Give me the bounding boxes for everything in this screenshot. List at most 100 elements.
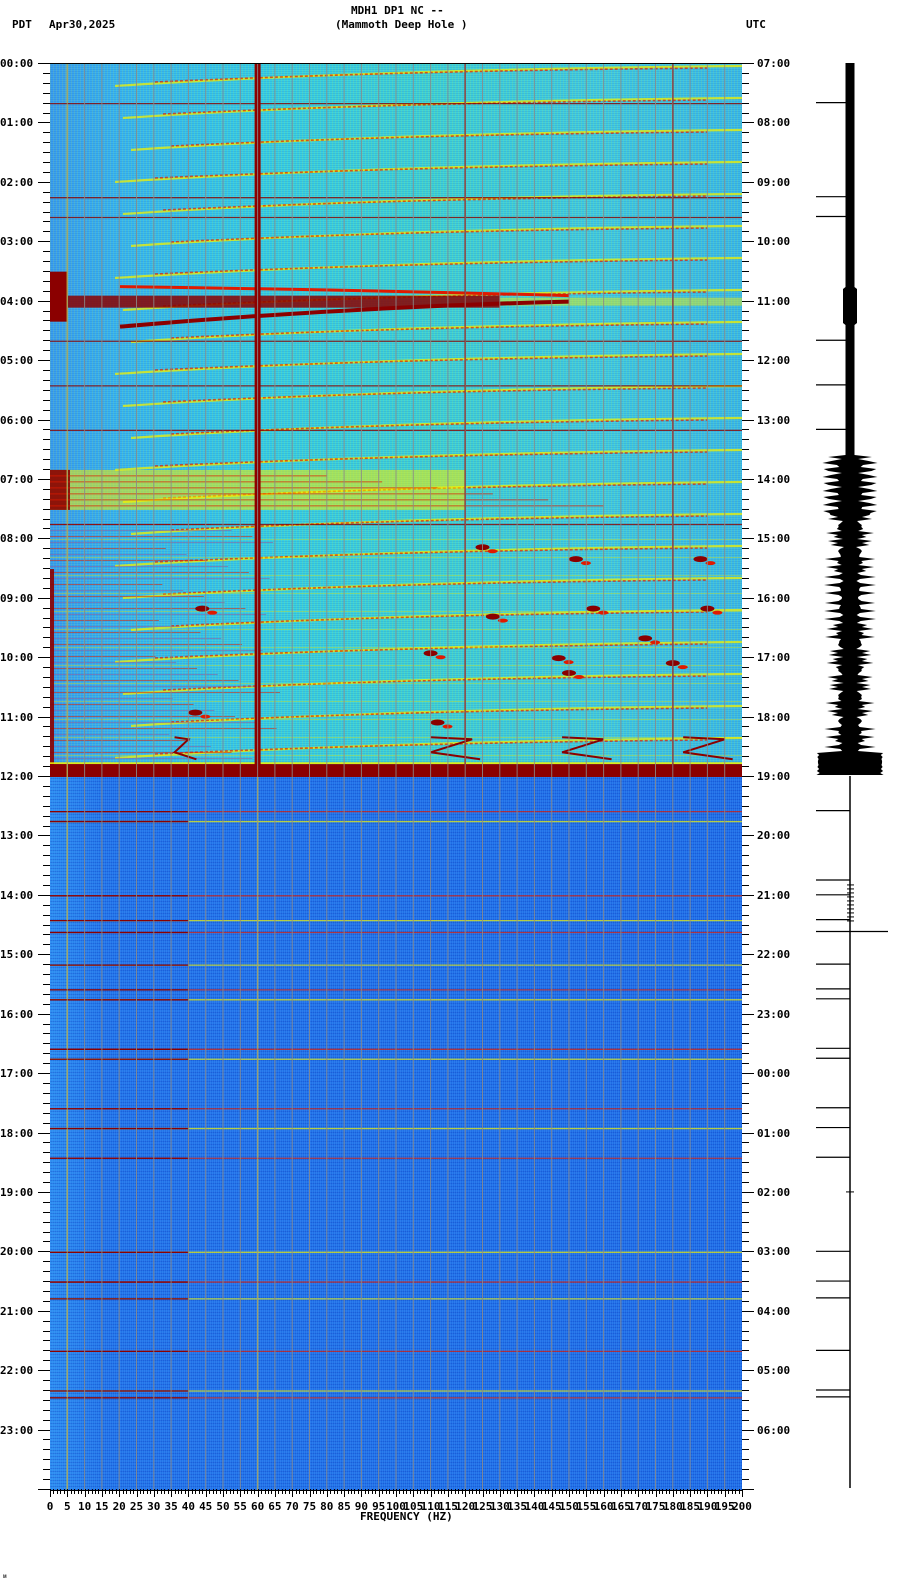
time-tick bbox=[38, 1310, 50, 1312]
time-tick bbox=[742, 82, 749, 84]
time-tick bbox=[43, 865, 50, 867]
freq-label: 185 bbox=[680, 1500, 701, 1513]
time-tick bbox=[43, 1281, 50, 1283]
date-label: Apr30,2025 bbox=[49, 18, 116, 31]
time-tick bbox=[43, 548, 50, 550]
freq-tick bbox=[223, 1489, 224, 1497]
freq-tick bbox=[447, 1489, 449, 1497]
freq-label: 40 bbox=[181, 1500, 196, 1513]
freq-tick bbox=[530, 1489, 532, 1494]
freq-tick bbox=[513, 1489, 515, 1494]
time-tick bbox=[742, 904, 749, 906]
time-tick bbox=[742, 320, 749, 322]
freq-tick bbox=[101, 1489, 103, 1497]
time-tick bbox=[43, 1459, 50, 1461]
time-tick bbox=[742, 270, 749, 272]
time-tick bbox=[43, 1033, 50, 1035]
time-tick bbox=[38, 360, 50, 362]
time-tick bbox=[43, 617, 50, 619]
time-tick bbox=[43, 429, 50, 431]
time-tick bbox=[742, 162, 749, 164]
freq-label: 135 bbox=[507, 1500, 528, 1513]
time-tick bbox=[43, 280, 50, 282]
freq-tick bbox=[562, 1489, 564, 1494]
freq-tick bbox=[454, 1489, 456, 1494]
freq-tick bbox=[700, 1489, 702, 1494]
freq-label: 150 bbox=[559, 1500, 579, 1513]
freq-tick bbox=[717, 1489, 719, 1494]
freq-tick bbox=[178, 1489, 180, 1494]
time-tick bbox=[43, 162, 50, 164]
time-tick bbox=[43, 270, 50, 272]
time-tick bbox=[43, 508, 50, 510]
freq-tick bbox=[638, 1489, 640, 1497]
time-tick bbox=[43, 815, 50, 817]
freq-tick bbox=[613, 1489, 615, 1494]
freq-tick bbox=[295, 1489, 297, 1494]
freq-tick bbox=[399, 1489, 401, 1494]
freq-tick bbox=[589, 1489, 591, 1494]
freq-tick bbox=[316, 1489, 318, 1494]
time-tick bbox=[43, 1112, 50, 1114]
freq-tick bbox=[738, 1489, 740, 1494]
time-label-utc: 23:00 bbox=[757, 1007, 791, 1021]
freq-tick bbox=[423, 1489, 425, 1494]
time-tick bbox=[742, 1102, 749, 1104]
freq-tick bbox=[77, 1489, 79, 1494]
freq-tick bbox=[340, 1489, 342, 1494]
time-tick bbox=[43, 706, 50, 708]
freq-tick bbox=[267, 1489, 269, 1494]
time-label-pdt: 21:00 bbox=[0, 1304, 34, 1318]
time-tick bbox=[38, 716, 50, 718]
freq-tick bbox=[274, 1489, 276, 1497]
freq-tick bbox=[489, 1489, 491, 1494]
time-tick bbox=[43, 1261, 50, 1263]
time-tick bbox=[43, 1419, 50, 1421]
freq-tick bbox=[153, 1489, 155, 1497]
freq-tick bbox=[74, 1489, 76, 1494]
time-tick bbox=[742, 518, 749, 520]
freq-tick bbox=[697, 1489, 699, 1494]
time-tick bbox=[43, 1003, 50, 1005]
time-tick bbox=[43, 1360, 50, 1362]
freq-tick bbox=[122, 1489, 124, 1494]
time-tick bbox=[43, 1320, 50, 1322]
freq-tick bbox=[157, 1489, 159, 1494]
time-tick bbox=[742, 914, 749, 916]
freq-tick bbox=[565, 1489, 567, 1494]
time-tick bbox=[742, 1300, 749, 1302]
time-label-utc: 03:00 bbox=[757, 1245, 791, 1259]
freq-tick bbox=[603, 1489, 605, 1497]
freq-label: 5 bbox=[63, 1500, 71, 1513]
freq-tick bbox=[119, 1489, 121, 1497]
freq-tick bbox=[482, 1489, 484, 1497]
freq-tick bbox=[679, 1489, 681, 1494]
freq-label: 120 bbox=[455, 1500, 476, 1513]
time-tick bbox=[43, 439, 50, 441]
time-tick bbox=[43, 1063, 50, 1065]
freq-tick bbox=[506, 1489, 508, 1494]
time-tick bbox=[43, 330, 50, 332]
freq-tick bbox=[596, 1489, 598, 1494]
time-tick bbox=[38, 63, 50, 64]
time-tick bbox=[43, 1231, 50, 1233]
time-tick bbox=[742, 360, 754, 362]
freq-tick bbox=[240, 1489, 242, 1497]
freq-tick bbox=[198, 1489, 200, 1494]
time-label-utc: 20:00 bbox=[757, 829, 791, 843]
freq-tick bbox=[582, 1489, 584, 1494]
time-tick bbox=[742, 290, 749, 292]
time-tick bbox=[742, 1132, 754, 1134]
time-tick bbox=[742, 1439, 749, 1441]
time-tick bbox=[43, 766, 50, 768]
freq-tick bbox=[627, 1489, 629, 1494]
time-tick bbox=[742, 954, 754, 956]
freq-label: 85 bbox=[337, 1500, 351, 1513]
freq-tick bbox=[105, 1489, 107, 1494]
time-tick bbox=[43, 667, 50, 669]
time-tick bbox=[38, 1429, 50, 1431]
time-tick bbox=[742, 983, 749, 985]
freq-label: 160 bbox=[593, 1500, 614, 1513]
freq-tick bbox=[690, 1489, 692, 1497]
time-tick bbox=[742, 785, 749, 787]
